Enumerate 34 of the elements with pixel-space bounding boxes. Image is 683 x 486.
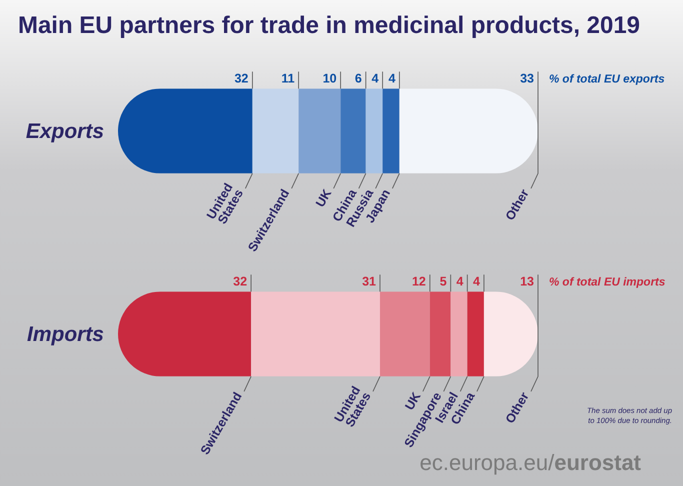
chart-title: Main EU partners for trade in medicinal products, 2019	[18, 12, 641, 39]
data-label: 11	[281, 72, 295, 86]
bar	[382, 88, 400, 174]
bar	[430, 292, 451, 376]
data-label: 4	[472, 274, 480, 289]
data-label: 13	[520, 274, 534, 289]
bar	[252, 88, 299, 174]
bar	[399, 88, 538, 174]
bar	[118, 292, 252, 376]
data-label: 32	[234, 72, 248, 86]
data-label: 5	[440, 274, 447, 289]
data-label: 4	[372, 72, 379, 86]
bar	[450, 292, 468, 376]
bar	[251, 292, 380, 376]
bar	[467, 292, 484, 376]
text: ec.europa.eu/eurostat	[420, 450, 642, 475]
x-axis-title: % of total EU imports	[549, 276, 666, 289]
data-label: 12	[412, 274, 426, 289]
data-label: 4	[388, 72, 396, 86]
bar	[118, 88, 252, 174]
data-label: 33	[520, 72, 534, 86]
x-axis-title: % of total EU exports	[549, 74, 665, 86]
data-label: 6	[354, 72, 362, 86]
bar	[340, 88, 366, 174]
y-tick-label: Exports	[26, 120, 104, 143]
bar	[366, 88, 383, 174]
y-tick-label: Imports	[26, 323, 104, 346]
bar	[298, 88, 341, 174]
bar	[380, 292, 430, 376]
data-label: 32	[233, 274, 248, 289]
text: UK	[313, 186, 334, 210]
data-label: 4	[456, 274, 464, 289]
data-label: 31	[362, 274, 376, 289]
data-label: 10	[322, 72, 337, 86]
